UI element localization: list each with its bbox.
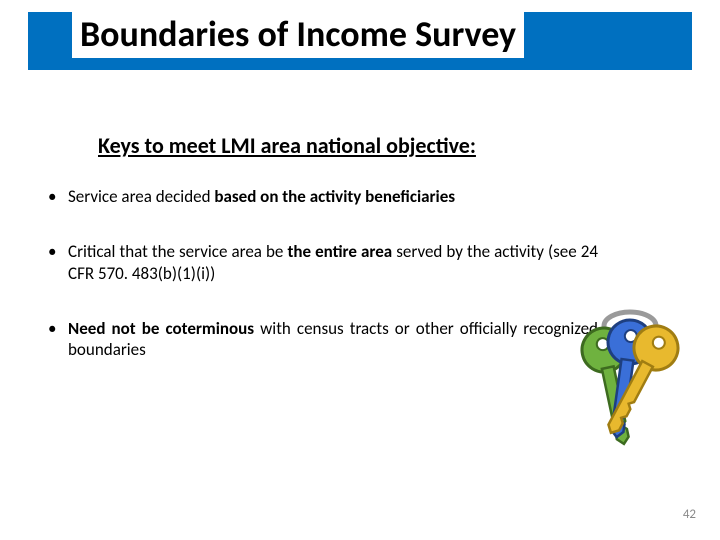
list-item: Need not be coterminous with census trac… bbox=[42, 318, 598, 361]
bullet-text-bold: Need not be coterminous bbox=[68, 318, 254, 339]
bullet-text-bold: based on the activity beneficiaries bbox=[214, 186, 455, 207]
bullet-text-pre: Critical that the service area be bbox=[68, 241, 287, 262]
subtitle: Keys to meet LMI area national objective… bbox=[98, 132, 476, 159]
bullet-text-bold: the entire area bbox=[287, 241, 392, 262]
bullet-list: Service area decided based on the activi… bbox=[42, 186, 598, 394]
keys-icon bbox=[570, 290, 700, 460]
page-title: Boundaries of Income Survey bbox=[72, 10, 524, 58]
list-item: Service area decided based on the activi… bbox=[42, 186, 598, 207]
page-number: 42 bbox=[683, 507, 696, 522]
bullet-text-pre: Service area decided bbox=[68, 186, 214, 207]
list-item: Critical that the service area be the en… bbox=[42, 241, 598, 284]
